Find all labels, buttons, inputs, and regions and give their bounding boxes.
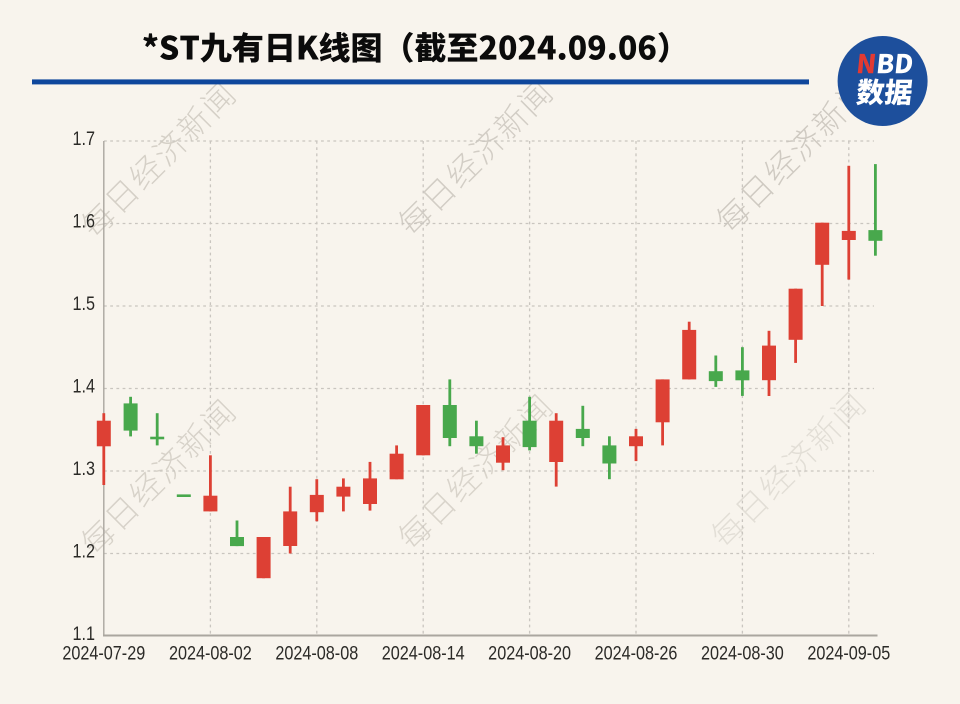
svg-text:1.4: 1.4 (72, 375, 95, 397)
svg-text:1.3: 1.3 (72, 458, 95, 480)
svg-text:2024-08-20: 2024-08-20 (488, 642, 571, 664)
svg-text:1.7: 1.7 (72, 128, 95, 150)
svg-text:2024-08-30: 2024-08-30 (701, 642, 784, 664)
svg-text:2024-08-02: 2024-08-02 (169, 642, 252, 664)
svg-text:1.1: 1.1 (72, 623, 95, 645)
svg-text:2024-07-29: 2024-07-29 (62, 642, 145, 664)
svg-text:1.6: 1.6 (72, 210, 95, 232)
svg-text:2024-08-14: 2024-08-14 (382, 642, 465, 664)
svg-text:1.2: 1.2 (72, 540, 95, 562)
svg-text:2024-08-26: 2024-08-26 (595, 642, 678, 664)
svg-text:2024-09-05: 2024-09-05 (807, 642, 890, 664)
svg-text:1.5: 1.5 (72, 293, 95, 315)
svg-text:2024-08-08: 2024-08-08 (275, 642, 358, 664)
